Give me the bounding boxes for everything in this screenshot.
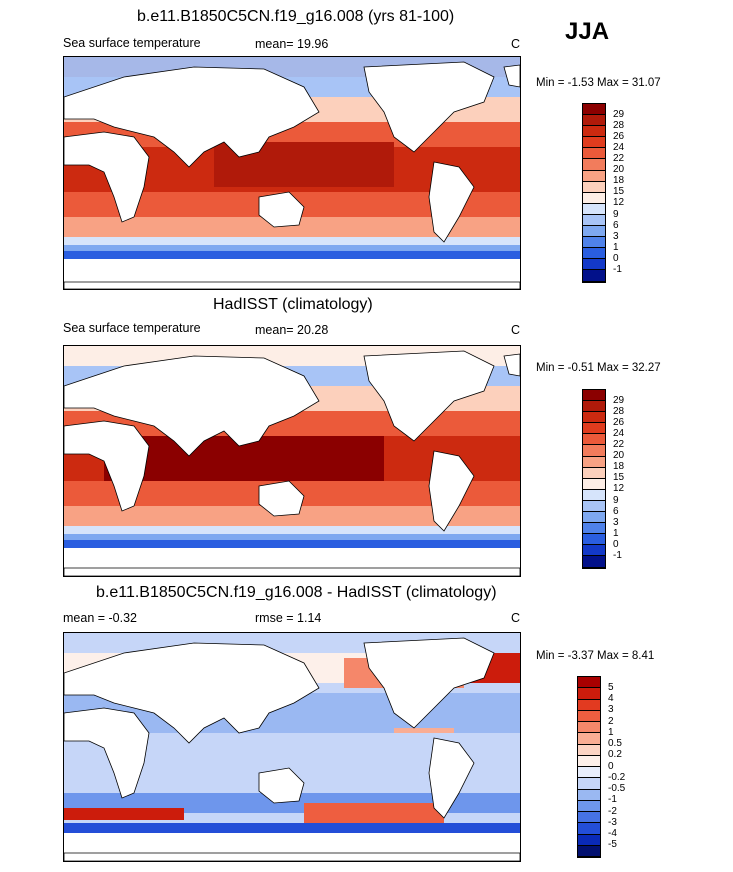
- colorbar-tick: 22: [613, 439, 625, 450]
- colorbar-tick: 1: [613, 242, 619, 253]
- colorbar-tick: 2: [608, 716, 614, 727]
- variable-label: Sea surface temperature: [63, 321, 201, 335]
- map-canvas: [64, 57, 520, 289]
- diff-map: [63, 632, 521, 862]
- mean-label: mean= 19.96: [255, 37, 329, 51]
- colorbar-tick: 22: [613, 153, 625, 164]
- panel-title: b.e11.B1850C5CN.f19_g16.008 (yrs 81-100): [137, 8, 455, 25]
- colorbar-tick: 12: [613, 197, 625, 208]
- colorbar-tick: 28: [613, 406, 625, 417]
- colorbar-tick: 1: [608, 727, 614, 738]
- mean-label: mean= 20.28: [255, 323, 329, 337]
- colorbar-tick: -0.5: [608, 783, 626, 794]
- colorbar-tick: -1: [613, 550, 622, 561]
- map-canvas: [64, 633, 520, 861]
- sst-map: [63, 56, 521, 290]
- colorbar-tick: 0.5: [608, 738, 622, 749]
- colorbar-tick: 6: [613, 506, 619, 517]
- colorbar-tick: -0.2: [608, 772, 626, 783]
- colorbar-tick: 20: [613, 164, 625, 175]
- colorbar-tick: -3: [608, 817, 617, 828]
- colorbar-tick: 3: [613, 517, 619, 528]
- colorbar-tick: 18: [613, 175, 625, 186]
- colorbar-tick: 9: [613, 495, 619, 506]
- colorbar-tick: 24: [613, 142, 625, 153]
- colorbar-tick: 20: [613, 450, 625, 461]
- colorbar: 29 28 26 24 22 20 18 15 12 9 6 3 1 0 -1: [582, 389, 624, 569]
- colorbar-tick: -4: [608, 828, 617, 839]
- units-label: C: [511, 37, 521, 51]
- colorbar-tick: 0: [613, 253, 619, 264]
- minmax-label: Min = -0.51 Max = 32.27: [536, 362, 661, 374]
- colorbar-tick: 15: [613, 186, 625, 197]
- coastlines: [64, 637, 520, 861]
- colorbar-tick: 3: [608, 704, 614, 715]
- map-canvas: [64, 346, 520, 576]
- colorbar-tick: 9: [613, 209, 619, 220]
- coastlines: [64, 350, 520, 576]
- colorbar-tick: -2: [608, 806, 617, 817]
- colorbar: 29 28 26 24 22 20 18 15 12 9 6 3 1 0 -1: [582, 103, 624, 283]
- minmax-label: Min = -3.37 Max = 8.41: [536, 650, 655, 662]
- units-label: C: [511, 611, 521, 625]
- colorbar-tick: 0: [608, 761, 614, 772]
- colorbar-tick: 5: [608, 682, 614, 693]
- season-label: JJA: [565, 18, 610, 45]
- colorbar-tick: 12: [613, 483, 625, 494]
- coastlines: [64, 61, 520, 289]
- mean-label: mean = -0.32: [63, 611, 138, 625]
- colorbar-tick: -5: [608, 839, 617, 850]
- rmse-label: rmse = 1.14: [255, 611, 322, 625]
- colorbar-tick: 6: [613, 220, 619, 231]
- colorbar-tick: 0.2: [608, 749, 622, 760]
- colorbar-tick: 29: [613, 395, 625, 406]
- colorbar-tick: 4: [608, 693, 614, 704]
- colorbar-tick: 18: [613, 461, 625, 472]
- colorbar-tick: 1: [613, 528, 619, 539]
- units-label: C: [511, 323, 521, 337]
- minmax-label: Min = -1.53 Max = 31.07: [536, 77, 661, 89]
- colorbar: 5 4 3 2 1 0.5 0.2 0 -0.2 -0.5 -1 -2 -3 -…: [577, 676, 625, 858]
- colorbar-tick: -1: [608, 794, 617, 805]
- colorbar-tick: -1: [613, 264, 622, 275]
- panel-title: b.e11.B1850C5CN.f19_g16.008 - HadISST (c…: [96, 584, 497, 601]
- colorbar-tick: 29: [613, 109, 625, 120]
- colorbar-tick: 15: [613, 472, 625, 483]
- colorbar-tick: 0: [613, 539, 619, 550]
- colorbar-tick: 3: [613, 231, 619, 242]
- colorbar-tick: 28: [613, 120, 625, 131]
- variable-label: Sea surface temperature: [63, 36, 201, 50]
- panel-title: HadISST (climatology): [213, 296, 373, 313]
- colorbar-tick: 26: [613, 131, 625, 142]
- sst-map: [63, 345, 521, 577]
- colorbar-tick: 26: [613, 417, 625, 428]
- colorbar-tick: 24: [613, 428, 625, 439]
